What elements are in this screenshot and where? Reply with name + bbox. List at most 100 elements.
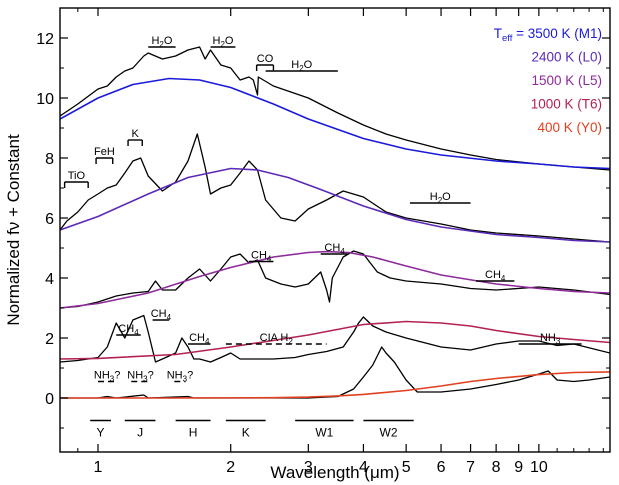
band-label-main: H — [291, 59, 299, 71]
band-label-suffix: O — [304, 59, 313, 71]
band-label: NH3 — [540, 332, 561, 346]
legend-sub: eff — [502, 33, 513, 44]
band-label-main: TiO — [68, 170, 86, 182]
y-axis-title: Normalized fν + Constant — [4, 134, 23, 326]
band-label-sub: 3 — [110, 375, 115, 384]
band-label-sub: 2 — [438, 196, 443, 205]
band-label-main: K — [131, 128, 139, 140]
y-tick-label: 6 — [45, 211, 54, 228]
band-label: NH3? — [127, 370, 153, 384]
legend-entry: Teff = 3500 K (M1) — [494, 26, 602, 44]
x-tick-label: 5 — [402, 459, 411, 476]
band-label-main: H — [151, 35, 159, 47]
y-tick-label: 4 — [45, 271, 54, 288]
band-label-main: CO — [257, 53, 274, 65]
band-label-suffix: O — [164, 35, 173, 47]
band-label: CIA H2 — [260, 332, 294, 346]
band-label: H2O — [291, 59, 312, 73]
legend-prefix: T — [494, 26, 502, 41]
band-label-main: NH — [94, 370, 110, 382]
x-tick-label: 4 — [359, 459, 368, 476]
band-label: H2O — [151, 35, 172, 49]
x-tick-label: 6 — [437, 459, 446, 476]
series-line-9 — [60, 371, 610, 399]
legend-rest: 1500 K (L5) — [531, 73, 602, 88]
band-label-main: CH — [251, 250, 267, 262]
band-label: FeH — [94, 146, 115, 158]
legend-entry: 2400 K (L0) — [531, 50, 602, 65]
filter-label: J — [137, 426, 143, 440]
y-tick-label: 2 — [45, 331, 54, 348]
band-label-main: NH — [540, 332, 556, 344]
band-label: H2O — [430, 191, 451, 205]
y-tick-label: 8 — [45, 151, 54, 168]
band-label-sub: 3 — [183, 375, 188, 384]
legend-entry: 1500 K (L5) — [531, 73, 602, 88]
legend: Teff = 3500 K (M1) 2400 K (L0) 1500 K (L5)… — [494, 26, 602, 135]
y-tick-label: 12 — [36, 31, 54, 48]
plot-frame — [59, 7, 611, 453]
band-label-sub: 4 — [340, 247, 345, 256]
plot-area — [60, 46, 610, 399]
band-label-main: FeH — [94, 146, 115, 158]
band-label-suffix: O — [442, 191, 451, 203]
band-label-main: CH — [189, 332, 205, 344]
legend-rest: = 3500 K (M1) — [512, 26, 602, 41]
legend-entry: 400 K (Y0) — [537, 120, 602, 135]
legend-rest: 2400 K (L0) — [531, 50, 602, 65]
band-label-main: CH — [118, 323, 134, 335]
series-line-1 — [60, 77, 610, 170]
band-label: H2O — [213, 35, 234, 49]
band-label-sub: 4 — [167, 313, 172, 322]
band-label: CH4 — [151, 308, 172, 322]
band-label-main: H — [430, 191, 438, 203]
x-tick-label: 2 — [226, 459, 235, 476]
legend-rest: 1000 K (T6) — [531, 97, 602, 112]
x-tick-label: 10 — [530, 459, 548, 476]
band-label-suffix: ? — [187, 370, 193, 382]
band-label-sub: 2 — [220, 40, 225, 49]
band-label-main: NH — [127, 370, 143, 382]
band-label: NH3? — [167, 370, 193, 384]
series-line-3 — [60, 167, 610, 243]
y-tick-label: 10 — [36, 91, 54, 108]
series-line-2 — [60, 133, 610, 243]
filter-label: W2 — [380, 426, 398, 440]
x-tick-label: 1 — [94, 459, 103, 476]
x-tick-label: 8 — [492, 459, 501, 476]
series-line-7 — [60, 320, 610, 360]
band-label: CH4 — [324, 242, 345, 256]
band-label-suffix: ? — [114, 370, 120, 382]
band-label-main: CH — [324, 242, 340, 254]
series-line-6 — [60, 314, 610, 363]
band-label: NH3? — [94, 370, 120, 384]
band-label-sub: 4 — [267, 255, 272, 264]
band-label-sub: 3 — [556, 337, 561, 346]
band-label-main: CIA H — [260, 332, 289, 344]
band-label-sub: 2 — [288, 337, 293, 346]
series-line-0 — [60, 46, 610, 171]
band-label-suffix: O — [225, 35, 234, 47]
band-label-main: CH — [485, 269, 501, 281]
band-label-sub: 2 — [299, 64, 304, 73]
band-label: CO — [257, 53, 274, 65]
band-label-main: NH — [167, 370, 183, 382]
x-axis-title: Wavelength (μm) — [270, 463, 399, 482]
series-line-4 — [60, 250, 610, 309]
filter-label: H — [189, 426, 198, 440]
band-label: CH4 — [189, 332, 210, 346]
filter-label: W1 — [315, 426, 333, 440]
x-tick-label: 9 — [514, 459, 523, 476]
band-label-suffix: ? — [148, 370, 154, 382]
band-label-main: H — [213, 35, 221, 47]
band-label-sub: 3 — [143, 375, 148, 384]
band-label-main: CH — [151, 308, 167, 320]
band-label: CH4 — [485, 269, 506, 283]
filter-bands: Y J H K W1 W2 — [90, 419, 414, 440]
band-label: CH4 — [251, 250, 272, 264]
x-tick-label: 7 — [466, 459, 475, 476]
